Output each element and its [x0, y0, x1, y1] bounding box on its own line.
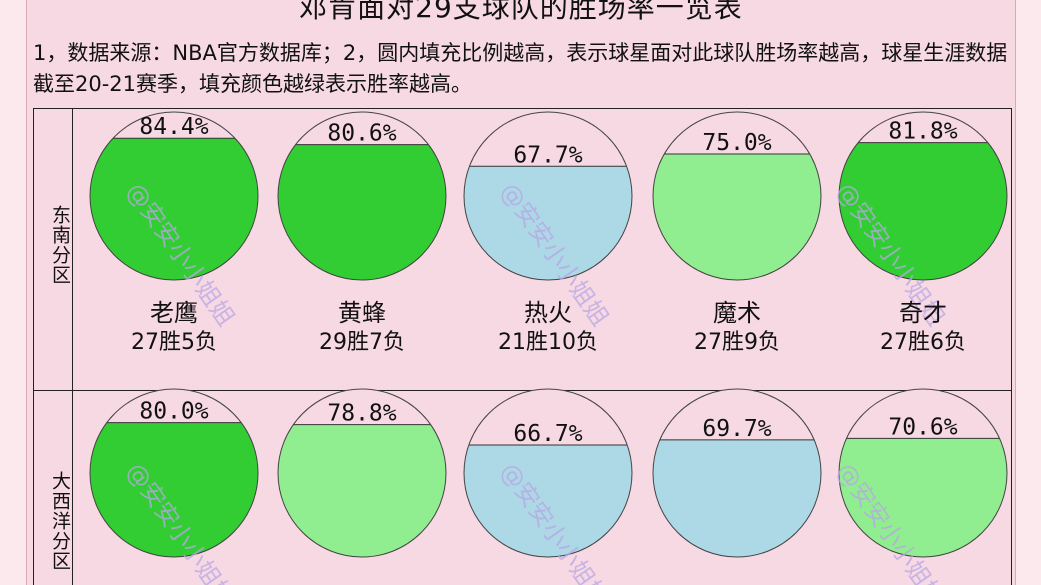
circle-outline — [838, 111, 1008, 281]
column-separator — [72, 109, 73, 585]
win-rate-label: 78.8% — [327, 401, 396, 427]
win-rate-fill — [839, 142, 1007, 280]
circle-outline — [463, 111, 633, 281]
win-rate-fill — [278, 424, 446, 557]
circle-outline — [277, 388, 447, 558]
win-rate-label: 70.6% — [888, 414, 957, 440]
chart-note: 1，数据来源：NBA官方数据库；2，圆内填充比例越高，表示球星面对此球队胜场率越… — [33, 41, 1008, 96]
team-record-label: 27胜9负 — [694, 330, 780, 355]
chart-title: 邓肯面对29支球队的胜场率一览表 — [299, 0, 743, 24]
team-name-label: 魔术 — [713, 299, 761, 327]
win-rate-label: 69.7% — [702, 416, 771, 442]
circle-outline — [652, 111, 822, 281]
team-record-label: 21胜10负 — [498, 330, 598, 355]
win-rate-label: 67.7% — [513, 142, 582, 168]
team-record-label: 27胜5负 — [131, 330, 217, 355]
win-rate-label: 80.6% — [327, 121, 396, 147]
circle-outline — [463, 388, 633, 558]
circle-outline — [652, 388, 822, 558]
win-rate-fill — [278, 144, 446, 280]
team-name-label: 黄蜂 — [338, 299, 386, 327]
circle-outline — [89, 388, 259, 558]
win-rate-label: 80.0% — [139, 399, 208, 425]
win-rate-fill — [653, 154, 821, 280]
group-label-atlantic: 大西洋分区 — [49, 471, 71, 571]
fill-circles-chart: 84.4% 80.6% 67.7% 75.0% 81.8% 80.0% 78.8% 66.7%… — [89, 111, 1008, 585]
group-label-southeast: 东南分区 — [49, 205, 71, 285]
chart-grid: 东南分区 大西洋分区 84.4% 80.6% 67.7% 75.0% 81.8% 80.0… — [33, 108, 1012, 585]
win-rate-fill — [90, 422, 258, 557]
team-name-label: 老鹰 — [150, 299, 198, 327]
team-record-label: 27胜6负 — [880, 330, 966, 355]
circle-outline — [89, 111, 259, 281]
win-rate-label: 75.0% — [702, 130, 771, 156]
circle-outline — [277, 111, 447, 281]
circle-outline — [838, 388, 1008, 558]
team-record-label: 29胜7负 — [319, 330, 405, 355]
win-rate-label: 84.4% — [139, 114, 208, 140]
row-separator — [34, 390, 1011, 391]
chart-frame: 邓肯面对29支球队的胜场率一览表 1，数据来源：NBA官方数据库；2，圆内填充比… — [26, 0, 1016, 585]
team-name-label: 热火 — [524, 299, 572, 327]
win-rate-label: 66.7% — [513, 421, 582, 447]
win-rate-fill — [653, 439, 821, 557]
win-rate-fill — [90, 138, 258, 280]
win-rate-label: 81.8% — [888, 119, 957, 145]
team-name-label: 奇才 — [899, 299, 947, 327]
